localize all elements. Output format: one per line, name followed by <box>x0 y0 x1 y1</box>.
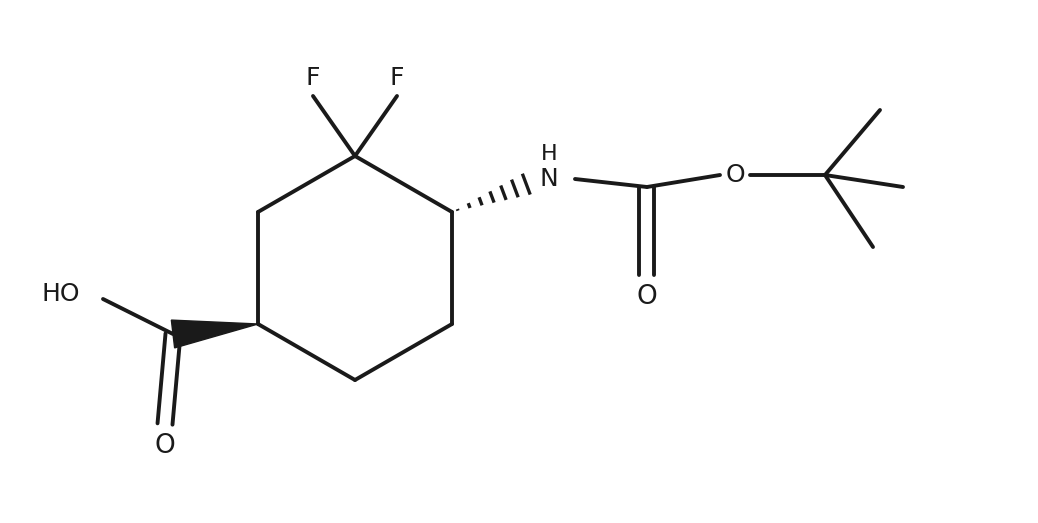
Text: H: H <box>541 144 557 164</box>
Polygon shape <box>171 320 258 348</box>
Text: O: O <box>636 284 657 310</box>
Text: F: F <box>306 66 321 90</box>
Text: F: F <box>389 66 404 90</box>
Text: O: O <box>155 433 175 459</box>
Text: O: O <box>726 163 745 187</box>
Text: HO: HO <box>42 282 80 306</box>
Text: N: N <box>540 167 558 191</box>
